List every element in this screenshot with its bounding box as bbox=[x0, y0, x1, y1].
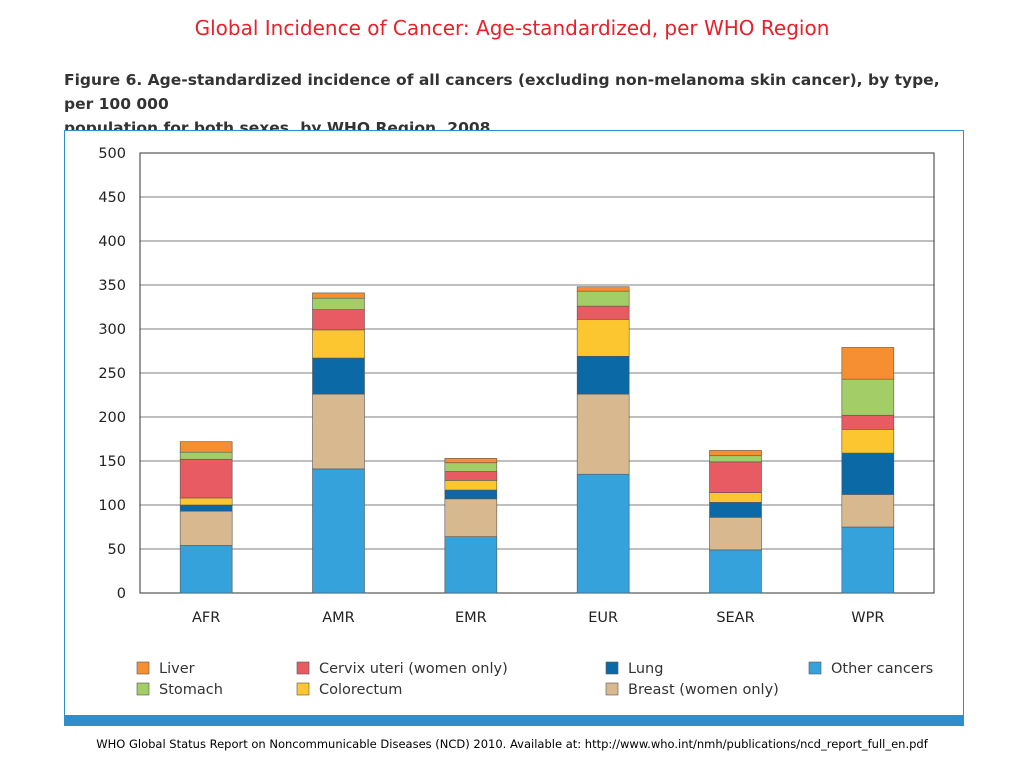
bar-segment bbox=[841, 414, 895, 430]
chart-frame: 0 50 100 150 200 250 300 350 400 450 500 AFR AMR EMR E… bbox=[64, 130, 964, 716]
legend-label: Breast (women only) bbox=[628, 682, 779, 698]
x-tick-label: EUR bbox=[588, 610, 618, 626]
bar-segment bbox=[179, 545, 233, 594]
y-tick-label: 350 bbox=[98, 278, 126, 294]
y-tick-label: 300 bbox=[98, 322, 126, 338]
bar-segment bbox=[576, 290, 630, 307]
bar-segment bbox=[841, 452, 895, 495]
x-tick-label: SEAR bbox=[716, 610, 754, 626]
legend-swatch bbox=[136, 682, 150, 696]
bar-segment bbox=[444, 489, 498, 500]
y-tick-label: 450 bbox=[98, 190, 126, 206]
legend-label: Colorectum bbox=[319, 682, 402, 698]
bar-segment bbox=[444, 536, 498, 594]
slide-title: Global Incidence of Cancer: Age-standard… bbox=[194, 16, 830, 40]
legend-label: Cervix uteri (women only) bbox=[319, 661, 508, 677]
legend-swatch bbox=[296, 682, 310, 696]
legend-label: Lung bbox=[628, 661, 663, 677]
bar-segment bbox=[576, 393, 630, 475]
y-tick-label: 500 bbox=[98, 146, 126, 162]
bar-segment bbox=[709, 450, 762, 457]
bar-segment bbox=[312, 329, 365, 359]
bar-segment bbox=[576, 286, 630, 292]
bar-segment bbox=[841, 526, 895, 594]
chart-frame-bottom-bar bbox=[64, 716, 964, 726]
bar-segment bbox=[709, 492, 762, 503]
legend-swatch bbox=[296, 661, 310, 675]
x-tick-label: AFR bbox=[192, 610, 220, 626]
bar-segment bbox=[179, 497, 233, 506]
bar-segment bbox=[444, 480, 498, 491]
bar-segment bbox=[444, 498, 498, 537]
stacked-bar-chart: 0 50 100 150 200 250 300 350 400 450 500 AFR AMR EMR E… bbox=[98, 146, 935, 698]
bar-segment bbox=[312, 468, 365, 594]
y-tick-label: 100 bbox=[98, 498, 126, 514]
bar-segment bbox=[841, 429, 895, 454]
bar-segment bbox=[709, 455, 762, 463]
bar-segment bbox=[841, 494, 895, 528]
figure-caption-line-1: Figure 6. Age-standardized incidence of … bbox=[64, 71, 940, 113]
legend-label: Stomach bbox=[159, 682, 223, 698]
bar-segment bbox=[179, 510, 233, 546]
x-tick-label: EMR bbox=[455, 610, 487, 626]
bar-segment bbox=[841, 347, 895, 380]
bar-segment bbox=[179, 451, 233, 460]
legend-swatch bbox=[808, 661, 822, 675]
y-tick-label: 250 bbox=[98, 366, 126, 382]
legend-swatch bbox=[605, 682, 619, 696]
bar-segment bbox=[312, 357, 365, 395]
bar-segment bbox=[444, 471, 498, 481]
bar-segment bbox=[709, 517, 762, 551]
y-tick-label: 150 bbox=[98, 454, 126, 470]
legend-swatch bbox=[136, 661, 150, 675]
bar-segment bbox=[841, 378, 895, 416]
legend-label: Other cancers bbox=[831, 661, 933, 677]
source-footnote: WHO Global Status Report on Noncommunica… bbox=[96, 737, 928, 751]
bar-segment bbox=[576, 319, 630, 357]
y-tick-label: 200 bbox=[98, 410, 126, 426]
bar-segment bbox=[709, 549, 762, 594]
bar-segment bbox=[576, 473, 630, 594]
bar-segment bbox=[179, 504, 233, 512]
bar-segment bbox=[312, 297, 365, 310]
y-tick-label: 0 bbox=[117, 586, 126, 602]
bar-segment bbox=[444, 462, 498, 472]
bar-segment bbox=[179, 441, 233, 453]
bar-segment bbox=[709, 461, 762, 493]
bar-segment bbox=[709, 502, 762, 518]
y-tick-label: 50 bbox=[108, 542, 126, 558]
x-tick-label: WPR bbox=[851, 610, 884, 626]
plot-area-border bbox=[139, 152, 935, 594]
bar-segment bbox=[312, 292, 365, 299]
bar-segment bbox=[444, 458, 498, 464]
bar-segment bbox=[576, 305, 630, 320]
x-tick-label: AMR bbox=[322, 610, 355, 626]
bar-segment bbox=[312, 309, 365, 331]
bar-segment bbox=[312, 393, 365, 470]
legend-swatch bbox=[605, 661, 619, 675]
bar-segment bbox=[576, 355, 630, 395]
y-tick-label: 400 bbox=[98, 234, 126, 250]
bar-segment bbox=[179, 458, 233, 499]
legend-label: Liver bbox=[159, 661, 195, 677]
